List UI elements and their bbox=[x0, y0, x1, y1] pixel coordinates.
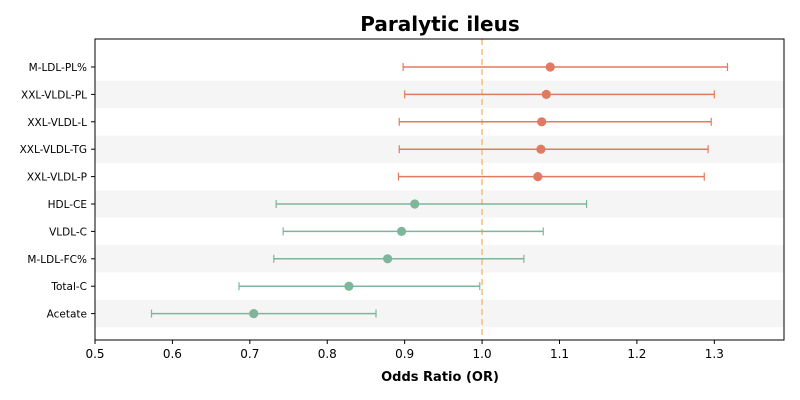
y-tick-label: XXL-VLDL-P bbox=[27, 172, 87, 184]
y-tick-label: XXL-VLDL-L bbox=[27, 117, 87, 129]
point-estimate bbox=[249, 309, 259, 319]
chart-title: Paralytic ileus bbox=[360, 12, 520, 36]
x-tick-label: 1.2 bbox=[627, 347, 646, 361]
x-tick-label: 0.9 bbox=[395, 347, 414, 361]
x-tick-label: 1.0 bbox=[473, 347, 492, 361]
point-estimate bbox=[396, 226, 407, 236]
point-estimate bbox=[545, 62, 555, 72]
y-tick-label: M-LDL-FC% bbox=[27, 254, 87, 266]
point-estimate bbox=[533, 172, 543, 182]
y-tick-label: M-LDL-PL% bbox=[29, 62, 87, 74]
x-tick-label: 1.3 bbox=[705, 347, 724, 361]
plot-frame bbox=[94, 38, 785, 341]
x-axis-label: Odds Ratio (OR) bbox=[381, 370, 499, 385]
y-tick-label: VLDL-C bbox=[49, 226, 87, 238]
x-tick-label: 0.6 bbox=[163, 347, 182, 361]
y-tick-label: Total-C bbox=[50, 281, 87, 293]
y-tick-label: XXL-VLDL-PL bbox=[21, 89, 87, 101]
x-tick-label: 0.8 bbox=[318, 347, 337, 361]
y-tick-label: HDL-CE bbox=[48, 199, 87, 211]
x-tick-label: 1.1 bbox=[550, 347, 569, 361]
point-estimate bbox=[383, 254, 393, 264]
point-estimate bbox=[410, 199, 420, 209]
y-tick-label: Acetate bbox=[47, 309, 87, 321]
data-rows bbox=[150, 62, 729, 319]
x-axis: 0.5 0.6 0.7 0.8 0.9 1.0 1.1 1.2 1.3 bbox=[85, 340, 724, 361]
point-estimate bbox=[536, 144, 546, 154]
x-tick-label: 0.5 bbox=[85, 347, 104, 361]
point-estimate bbox=[344, 281, 354, 291]
point-estimate bbox=[537, 117, 547, 127]
y-tick-label: XXL-VLDL-TG bbox=[20, 144, 87, 156]
y-axis: M-LDL-PL% XXL-VLDL-PL XXL-VLDL-L XXL-VLDL-T… bbox=[20, 62, 95, 321]
x-tick-label: 0.7 bbox=[240, 347, 259, 361]
point-estimate bbox=[541, 89, 551, 99]
